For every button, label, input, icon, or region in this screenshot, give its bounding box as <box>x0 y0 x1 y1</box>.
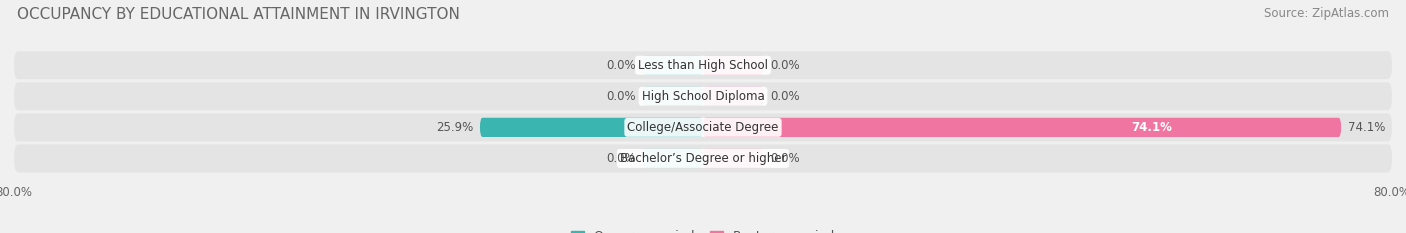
Text: 0.0%: 0.0% <box>606 152 636 165</box>
FancyBboxPatch shape <box>643 149 703 168</box>
Legend: Owner-occupied, Renter-occupied: Owner-occupied, Renter-occupied <box>567 225 839 233</box>
Text: 0.0%: 0.0% <box>770 59 800 72</box>
FancyBboxPatch shape <box>14 51 1392 79</box>
FancyBboxPatch shape <box>703 87 763 106</box>
Text: Source: ZipAtlas.com: Source: ZipAtlas.com <box>1264 7 1389 20</box>
Text: Bachelor’s Degree or higher: Bachelor’s Degree or higher <box>620 152 786 165</box>
FancyBboxPatch shape <box>703 149 763 168</box>
Text: College/Associate Degree: College/Associate Degree <box>627 121 779 134</box>
FancyBboxPatch shape <box>643 56 703 75</box>
Text: 0.0%: 0.0% <box>770 90 800 103</box>
FancyBboxPatch shape <box>703 56 763 75</box>
Text: 74.1%: 74.1% <box>1348 121 1385 134</box>
Text: 0.0%: 0.0% <box>770 152 800 165</box>
FancyBboxPatch shape <box>14 144 1392 172</box>
Text: 0.0%: 0.0% <box>606 90 636 103</box>
FancyBboxPatch shape <box>703 118 1341 137</box>
FancyBboxPatch shape <box>14 82 1392 110</box>
Text: 25.9%: 25.9% <box>436 121 472 134</box>
Text: High School Diploma: High School Diploma <box>641 90 765 103</box>
Text: OCCUPANCY BY EDUCATIONAL ATTAINMENT IN IRVINGTON: OCCUPANCY BY EDUCATIONAL ATTAINMENT IN I… <box>17 7 460 22</box>
Text: Less than High School: Less than High School <box>638 59 768 72</box>
FancyBboxPatch shape <box>643 87 703 106</box>
FancyBboxPatch shape <box>479 118 703 137</box>
FancyBboxPatch shape <box>14 113 1392 141</box>
Text: 0.0%: 0.0% <box>606 59 636 72</box>
Text: 74.1%: 74.1% <box>1130 121 1171 134</box>
